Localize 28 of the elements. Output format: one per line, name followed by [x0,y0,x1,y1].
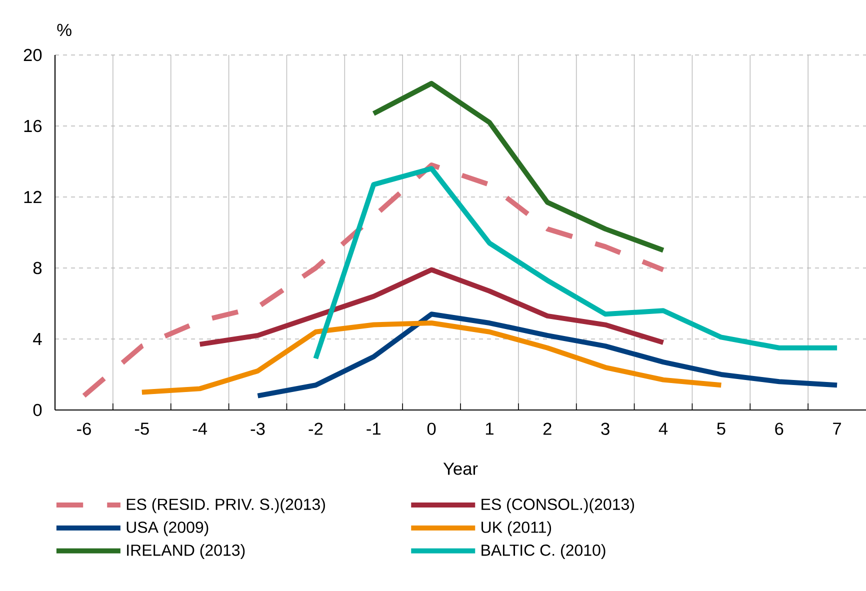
x-tick-label: 1 [486,422,494,435]
y-tick-label: 20 [24,48,42,62]
legend-label: ES (RESID. PRIV. S.)(2013) [126,498,325,514]
x-tick-label: 0 [427,422,436,435]
x-axis-title: Year [443,462,478,475]
y-tick-label: 16 [24,120,42,132]
y-tick-label: 4 [33,333,42,345]
x-tick-label: -3 [250,422,265,435]
x-tick-label: -4 [192,422,208,435]
x-tick-label: 3 [601,422,610,435]
x-tick-label: 6 [775,422,784,435]
x-tick-label: 7 [833,422,841,435]
y-tick-label: 0 [33,404,42,416]
y-axis-title: % [57,24,72,36]
x-tick-label: -6 [77,422,91,435]
legend-label: USA (2009) [126,521,208,536]
legend-label: IRELAND (2013) [127,544,245,560]
x-tick-label: 4 [658,422,668,435]
y-tick-label: 8 [33,262,42,274]
x-tick-label: -2 [308,422,323,435]
legend-label: UK (2011) [482,521,552,536]
x-tick-label: -5 [134,422,149,435]
legend-label: ES (CONSOL.)(2013) [482,498,634,514]
y-tick-label: 12 [24,190,42,204]
x-tick-label: -1 [366,422,380,435]
x-tick-label: 2 [543,422,552,435]
legend-label: BALTIC C. (2010) [482,544,606,560]
x-tick-label: 5 [717,422,726,435]
